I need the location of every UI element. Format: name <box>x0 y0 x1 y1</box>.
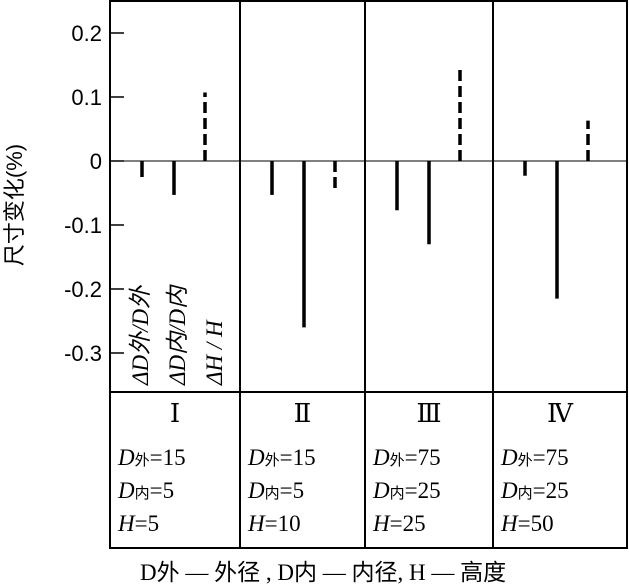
y-tick-label: -0.3 <box>64 341 102 366</box>
y-tick-label: 0.2 <box>71 21 102 46</box>
param-d-inner: D内=25 <box>372 478 441 503</box>
param-d-outer: D外=15 <box>117 445 186 470</box>
legend-entry: ΔD外/D外 <box>128 284 153 386</box>
y-tick-label: -0.1 <box>64 213 102 238</box>
param-height: H=25 <box>372 511 426 536</box>
param-height: H=5 <box>117 511 159 536</box>
param-d-outer: D外=75 <box>372 445 441 470</box>
panel-numeral: Ⅱ <box>294 399 312 428</box>
param-d-inner: D内=5 <box>117 478 174 503</box>
y-tick-label: 0.1 <box>71 85 102 110</box>
panel-numeral: Ⅰ <box>170 399 180 428</box>
param-height: H=10 <box>247 511 301 536</box>
param-d-inner: D内=5 <box>247 478 304 503</box>
param-height: H=50 <box>500 511 554 536</box>
param-d-outer: D外=15 <box>247 445 316 470</box>
y-tick-label: 0 <box>90 149 102 174</box>
y-axis-label: 尺寸变化(%) <box>2 144 27 266</box>
param-d-outer: D外=75 <box>500 445 569 470</box>
y-tick-label: -0.2 <box>64 277 102 302</box>
panel-numeral: Ⅳ <box>547 399 574 428</box>
param-d-inner: D内=25 <box>500 478 569 503</box>
legend-entry: ΔH / H <box>202 319 227 386</box>
legend-entry: ΔD内/D内 <box>165 284 190 386</box>
plot-frame <box>109 0 628 549</box>
panel-numeral: Ⅲ <box>416 399 441 428</box>
footnote: D外 — 外径 , D内 — 内径, H — 高度 <box>140 560 506 585</box>
